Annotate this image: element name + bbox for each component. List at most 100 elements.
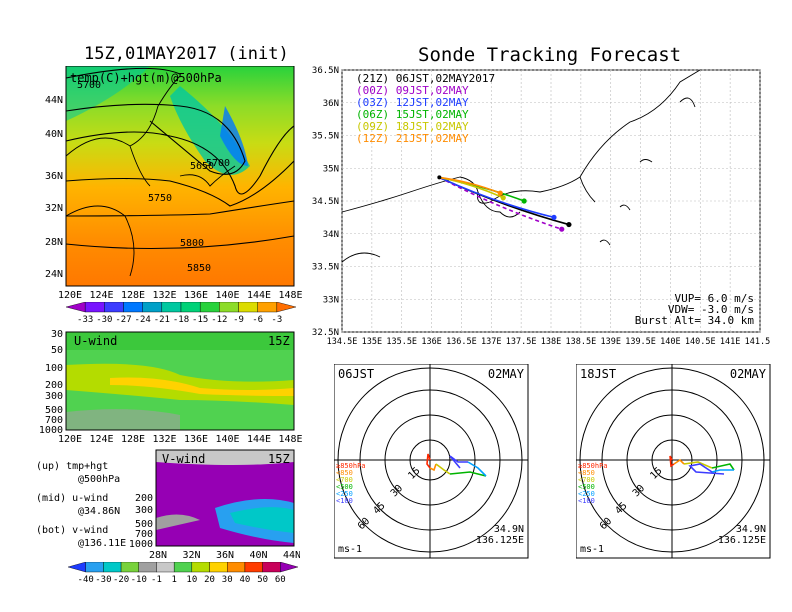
colorbar-swatch	[219, 302, 239, 313]
contour-label: 5650	[190, 161, 214, 172]
level-legend-entry: ≥850hPa	[578, 462, 608, 470]
lat-tick-label: 36.5N	[312, 66, 339, 76]
lat-tick-label: 33.5N	[312, 263, 339, 273]
contour-label: 5850	[187, 263, 211, 274]
track-legend: (21Z) 06JST,02MAY2017(00Z) 09JST,02MAY(0…	[356, 72, 495, 145]
hodograph-trace	[426, 453, 431, 469]
lon-tick-label: 120E	[58, 290, 82, 298]
landing-point	[497, 190, 503, 196]
level-legend-entry: <850	[336, 469, 353, 477]
colorbar-label: 60	[275, 575, 286, 584]
colorbar-swatch	[120, 562, 139, 573]
y-tick-label: 1000	[129, 539, 153, 550]
colorbar-swatch	[68, 562, 86, 573]
y-tick-label: 1000	[39, 425, 63, 436]
colorbar-swatch	[209, 562, 228, 573]
colorbar-label: 10	[186, 575, 197, 584]
hodograph-trace	[449, 455, 468, 469]
y-tick-label: 700	[45, 415, 63, 426]
lon-tick-label: 141E	[720, 337, 740, 347]
uwind-frame	[65, 331, 295, 431]
hodograph-unit: ms-1	[338, 544, 362, 555]
hodograph-trace	[711, 463, 735, 471]
landing-point	[500, 195, 506, 201]
track-lon-ticks: 134.5E 135E 135.5E 136E 136.5E 137E 137.5E 138E…	[327, 337, 770, 347]
track-legend-entry: (00Z) 09JST,02MAY	[356, 84, 469, 97]
colorbar-label: -33	[77, 315, 93, 324]
colorbar-label: -30	[96, 315, 112, 324]
vwind-x-ticks: 28N 32N 36N 40N 44N	[149, 550, 300, 560]
vwind-time: 15Z	[268, 452, 290, 466]
colorbar-swatch	[180, 302, 201, 313]
colorbar-label: -20	[113, 575, 129, 584]
uwind-label: U-wind	[74, 334, 117, 348]
colorbar-label: -12	[211, 315, 227, 324]
colorbar-swatch	[104, 302, 124, 313]
colorbar-swatch	[85, 562, 104, 573]
colorbar-swatch	[103, 562, 122, 573]
map500-frame	[65, 66, 295, 287]
colorbar-swatch	[244, 562, 263, 573]
y-tick-label: 30	[51, 330, 63, 340]
colorbar-label: 1	[171, 575, 176, 584]
hodograph-frame	[576, 364, 771, 559]
uwind-x-ticks: 120E 124E 128E 132E 136E 140E 144E 148E	[58, 434, 302, 444]
lon-tick-label: 135.5E	[386, 337, 417, 347]
colorbar-label: -15	[192, 315, 208, 324]
uwind-band	[66, 332, 294, 350]
x-tick-label: 128E	[121, 434, 145, 444]
x-tick-label: 32N	[182, 550, 200, 560]
track-legend-entry: (09Z) 18JST,02MAY	[356, 120, 469, 133]
level-legend-entry: <250	[336, 490, 353, 498]
lat-tick-label: 36N	[45, 171, 63, 182]
x-tick-label: 140E	[215, 434, 239, 444]
colorbar-label: -40	[78, 575, 94, 584]
colorbar-swatch	[66, 302, 86, 313]
hodograph-trace	[688, 463, 725, 475]
hodograph-trace	[711, 469, 734, 473]
y-tick-label: 300	[135, 505, 153, 516]
contour-label: 5700	[77, 80, 101, 91]
map500-label: temp(C)+hgt(m)@500hPa	[70, 71, 222, 85]
landing-point	[566, 221, 572, 228]
track-param: VUP= 6.0 m/s	[675, 292, 754, 305]
lat-tick-label: 34N	[323, 230, 339, 240]
y-tick-label: 50	[51, 345, 63, 356]
lat-tick-label: 33N	[323, 295, 339, 305]
colorbar-label: -27	[115, 315, 131, 324]
lat-tick-label: 34.5N	[312, 197, 339, 207]
wind-colorbar: -40 -30 -20 -10 -1 1 10 20 30 40 50 60	[68, 562, 299, 584]
colorbar-swatch	[238, 302, 258, 313]
colorbar-swatch	[123, 302, 143, 313]
colorbar-label: -9	[233, 315, 244, 324]
coastline	[65, 75, 236, 277]
map-500hpa-panel: 5700 5650 5700 5750 5800 5850 temp(C)+hg…	[45, 66, 302, 298]
track-legend-entry: (12Z) 21JST,02MAY	[356, 132, 469, 145]
hodograph-trace	[467, 461, 487, 477]
hodograph-lat: 34.9N	[494, 524, 524, 535]
hodograph-trace	[429, 463, 437, 472]
colorbar-label: 40	[240, 575, 251, 584]
colorbar-label: 30	[222, 575, 233, 584]
track-line	[439, 176, 501, 194]
track-legend-entry: (03Z) 12JST,02MAY	[356, 96, 469, 109]
track-map-panel: (21Z) 06JST,02MAY2017(00Z) 09JST,02MAY(0…	[312, 66, 770, 347]
legend-bot-level: @136.11E	[78, 538, 127, 549]
lon-tick-label: 139.5E	[625, 337, 656, 347]
map500-lon-ticks: 120E 124E 128E 132E 136E 140E 144E 148E	[58, 290, 302, 298]
colorbar-swatch	[191, 562, 210, 573]
temp-colorbar: -33 -30 -27 -24 -21 -18 -15 -12 -9 -6 -3	[66, 302, 297, 324]
y-tick-label: 200	[45, 380, 63, 391]
lat-tick-label: 36N	[323, 99, 339, 109]
colorbar-swatch	[276, 302, 297, 313]
lon-tick-label: 137.5E	[506, 337, 537, 347]
uwind-weak-region	[66, 409, 180, 430]
colorbar-swatch	[173, 562, 193, 573]
colorbar-swatch	[199, 302, 220, 313]
colorbar-label: -21	[154, 315, 170, 324]
vwind-weak-region	[156, 514, 200, 530]
hodograph-lon: 136.125E	[718, 535, 766, 546]
